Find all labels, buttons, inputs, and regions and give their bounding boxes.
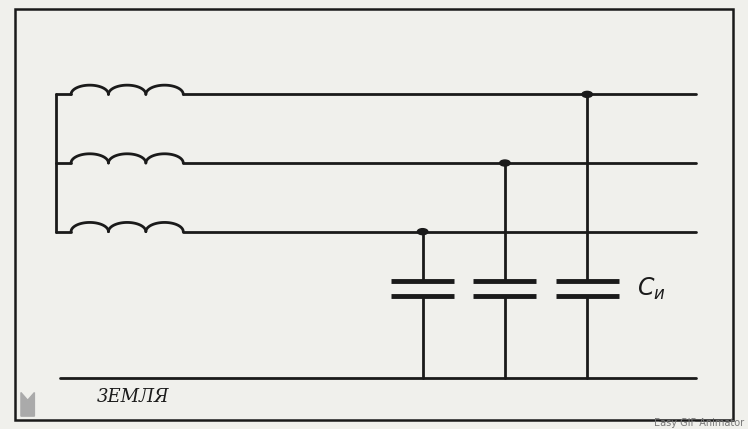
Text: Easy GIF Animator: Easy GIF Animator (654, 418, 744, 428)
Circle shape (500, 160, 510, 166)
Text: 3ЕМЛЯ: 3ЕМЛЯ (97, 388, 170, 406)
Text: $C_{\it{и}}$: $C_{\it{и}}$ (637, 275, 666, 302)
Circle shape (582, 91, 592, 97)
Circle shape (417, 229, 428, 235)
Polygon shape (21, 393, 34, 416)
